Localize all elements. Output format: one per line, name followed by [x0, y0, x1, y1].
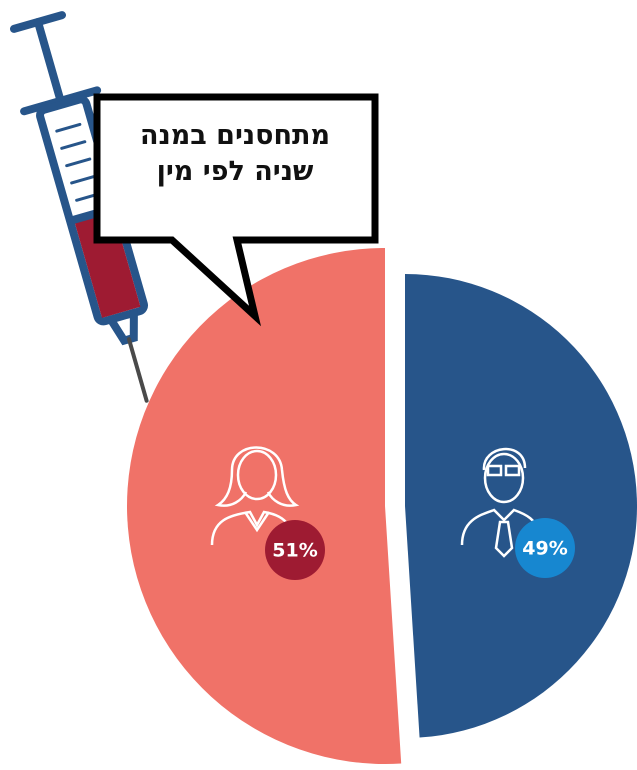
value-badge — [265, 520, 325, 580]
speech-bubble — [93, 93, 379, 327]
value-label: 49% — [522, 538, 567, 560]
pie-slice — [405, 274, 637, 738]
value-label: 51% — [272, 540, 317, 562]
value-badge — [515, 518, 575, 578]
value-badges: 51% 49% — [265, 518, 575, 580]
pie-slice — [127, 248, 402, 764]
pie — [127, 248, 637, 764]
chart-title: מתחסנים במנה שניה לפי מין — [139, 120, 331, 187]
woman-icon — [210, 446, 300, 546]
